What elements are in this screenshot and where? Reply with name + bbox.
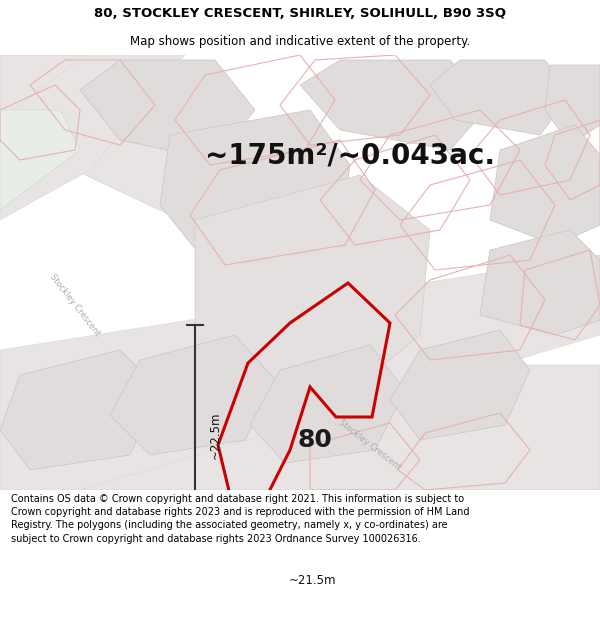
Text: 80, STOCKLEY CRESCENT, SHIRLEY, SOLIHULL, B90 3SQ: 80, STOCKLEY CRESCENT, SHIRLEY, SOLIHULL… [94, 8, 506, 20]
Polygon shape [430, 60, 570, 135]
Text: ~22.5m: ~22.5m [209, 411, 222, 459]
Polygon shape [110, 335, 275, 455]
Polygon shape [490, 125, 600, 245]
Polygon shape [480, 230, 600, 335]
Text: Stockley Crescent: Stockley Crescent [337, 418, 403, 472]
Polygon shape [300, 60, 490, 150]
Text: Contains OS data © Crown copyright and database right 2021. This information is : Contains OS data © Crown copyright and d… [11, 494, 469, 544]
Text: ~175m²/~0.043ac.: ~175m²/~0.043ac. [205, 141, 495, 169]
Text: 80: 80 [298, 428, 332, 452]
Text: ~21.5m: ~21.5m [289, 574, 336, 587]
Polygon shape [250, 345, 405, 463]
Polygon shape [0, 255, 600, 490]
Polygon shape [0, 350, 160, 470]
Polygon shape [0, 55, 200, 215]
Polygon shape [0, 55, 185, 220]
Polygon shape [0, 110, 80, 210]
Polygon shape [545, 65, 600, 145]
Polygon shape [390, 330, 530, 440]
Polygon shape [80, 60, 255, 160]
Polygon shape [0, 365, 600, 490]
Text: Stockley Crescent: Stockley Crescent [48, 272, 102, 338]
Polygon shape [195, 175, 430, 435]
Polygon shape [160, 110, 350, 255]
Text: Map shows position and indicative extent of the property.: Map shows position and indicative extent… [130, 35, 470, 48]
